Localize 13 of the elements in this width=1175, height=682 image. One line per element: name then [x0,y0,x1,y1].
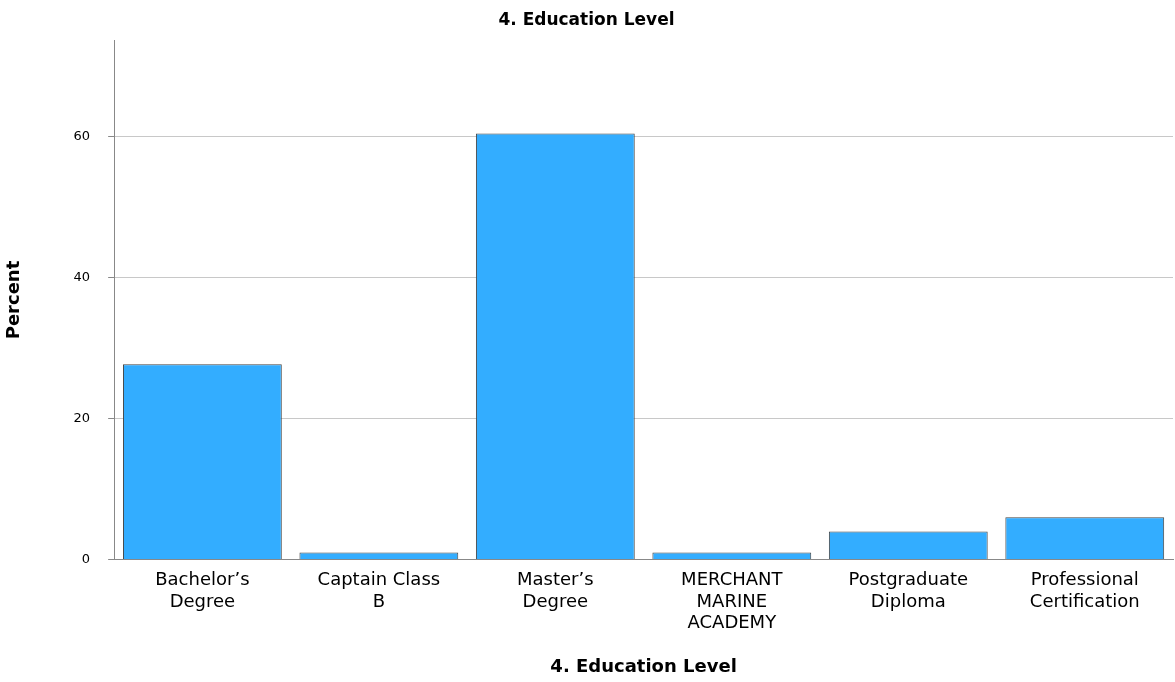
chart-title: 4. Education Level [498,8,675,29]
x-tick-label: MERCHANT MARINE ACADEMY [681,568,784,633]
x-axis-title: 4. Education Level [550,654,737,676]
y-tick-label: 0 [81,550,91,566]
y-tick-label: 40 [73,268,91,284]
x-tick-label: Master’s Degree [517,568,594,611]
y-tick-label: 60 [73,127,91,143]
x-tick-label: Bachelor’s Degree [155,568,250,611]
x-tick-label: Captain Class B [317,568,441,611]
y-axis-title: Percent [2,260,24,340]
x-tick-label: Professional Certification [1029,568,1140,611]
x-tick-label: Postgraduate Diploma [848,568,969,611]
y-tick-label: 20 [73,409,91,425]
